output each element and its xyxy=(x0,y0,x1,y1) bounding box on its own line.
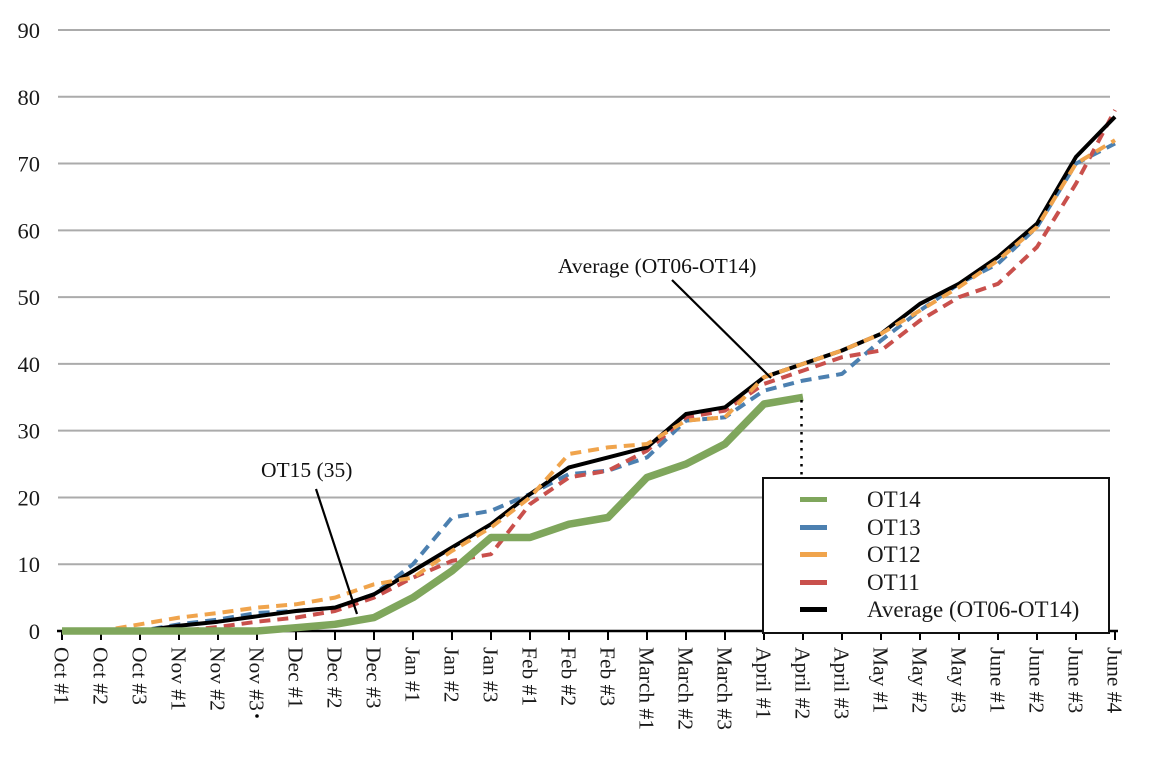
svg-text:Dec #2: Dec #2 xyxy=(323,647,347,709)
legend-label-ot14: OT14 xyxy=(867,487,921,512)
legend-item-ot13: OT13 xyxy=(764,516,1108,539)
average-line-swatch xyxy=(800,607,827,612)
svg-text:June #1: June #1 xyxy=(986,647,1010,713)
ot14-line-swatch xyxy=(800,497,827,502)
svg-text:April #3: April #3 xyxy=(830,647,854,719)
svg-text:March #1: March #1 xyxy=(635,647,659,730)
stray-dot xyxy=(255,714,259,718)
legend-item-ot14: OT14 xyxy=(764,488,1108,511)
svg-text:10: 10 xyxy=(18,552,41,577)
series-line-OT13 xyxy=(62,141,1116,633)
svg-text:Oct #1: Oct #1 xyxy=(50,647,74,705)
svg-text:60: 60 xyxy=(18,218,41,243)
svg-text:Jan #1: Jan #1 xyxy=(401,647,425,703)
svg-text:Feb #2: Feb #2 xyxy=(557,647,581,706)
chart-legend: OT14 OT13 OT12 OT11 Average (OT06-OT14) xyxy=(762,477,1110,634)
series-line-Average-OT06-OT14- xyxy=(62,115,1117,633)
legend-label-ot13: OT13 xyxy=(867,514,921,540)
svg-text:Jan #2: Jan #2 xyxy=(440,647,464,703)
svg-text:Oct #3: Oct #3 xyxy=(128,647,152,705)
gridlines xyxy=(58,29,1110,566)
svg-text:March #3: March #3 xyxy=(713,647,737,730)
ot12-line-swatch xyxy=(800,552,827,557)
svg-text:Nov #2: Nov #2 xyxy=(206,647,230,711)
series-line-OT12 xyxy=(62,138,1117,633)
svg-text:May #1: May #1 xyxy=(869,647,893,713)
average-callout-label: Average (OT06-OT14) xyxy=(558,254,757,278)
svg-text:0: 0 xyxy=(29,619,40,644)
svg-text:June #4: June #4 xyxy=(1103,647,1127,714)
legend-item-ot11: OT11 xyxy=(764,571,1108,594)
svg-text:40: 40 xyxy=(18,352,41,377)
svg-text:30: 30 xyxy=(18,419,41,444)
svg-text:March #2: March #2 xyxy=(674,647,698,730)
svg-text:Nov #3: Nov #3 xyxy=(245,647,269,711)
annotation-lines xyxy=(255,279,803,718)
svg-text:Nov #1: Nov #1 xyxy=(167,647,191,711)
svg-text:20: 20 xyxy=(18,485,41,510)
svg-text:Jan #3: Jan #3 xyxy=(479,647,503,703)
svg-text:June #2: June #2 xyxy=(1025,647,1049,713)
legend-label-average: Average (OT06-OT14) xyxy=(867,597,1080,622)
svg-text:80: 80 xyxy=(18,85,41,110)
svg-text:Oct #2: Oct #2 xyxy=(89,647,113,705)
svg-text:70: 70 xyxy=(18,152,41,177)
ot15-callout-label: OT15 (35) xyxy=(261,458,353,482)
svg-text:May #3: May #3 xyxy=(947,647,971,713)
series-line-OT14 xyxy=(62,393,804,635)
svg-text:June #3: June #3 xyxy=(1064,647,1088,713)
ot13-line-swatch xyxy=(800,524,827,530)
legend-label-ot12: OT12 xyxy=(867,542,921,567)
svg-text:50: 50 xyxy=(18,285,41,310)
svg-text:April #2: April #2 xyxy=(791,647,815,719)
svg-text:90: 90 xyxy=(18,18,41,43)
y-axis-labels: 0 10 20 30 40 50 60 70 80 90 xyxy=(18,18,41,644)
legend-label-ot11: OT11 xyxy=(867,569,920,595)
svg-text:Feb #3: Feb #3 xyxy=(596,647,620,706)
x-axis-labels: Oct #1 Oct #2 Oct #3 Nov #1 Nov #2 Nov #3 Dec … xyxy=(50,647,1127,730)
legend-item-ot12: OT12 xyxy=(764,543,1108,566)
svg-text:Feb #1: Feb #1 xyxy=(518,647,542,706)
legend-item-average: Average (OT06-OT14) xyxy=(764,598,1108,621)
ot11-line-swatch xyxy=(800,579,827,585)
svg-text:May #2: May #2 xyxy=(908,647,932,713)
svg-text:April #1: April #1 xyxy=(752,647,776,719)
svg-text:Dec #1: Dec #1 xyxy=(284,647,308,709)
svg-text:Dec #3: Dec #3 xyxy=(362,647,386,709)
